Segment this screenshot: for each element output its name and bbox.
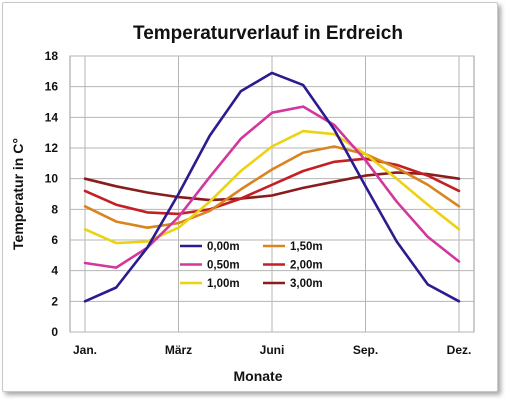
- series-line-1,50m: [83, 145, 461, 229]
- legend-label: 1,00m: [207, 278, 240, 290]
- y-axis-label: Temperatur in C°: [10, 138, 26, 250]
- legend-item: 1,00m: [180, 278, 240, 290]
- y-tick-label: 14: [45, 110, 59, 124]
- series-line-3,00m: [83, 171, 461, 202]
- x-tick-label: Juni: [260, 343, 285, 357]
- y-tick-labels: 0 2 4 6 8 10 12 14 16 18: [45, 49, 59, 339]
- legend-item: 3,00m: [263, 278, 323, 290]
- legend-item: 2,00m: [263, 260, 323, 272]
- x-tick-label: Jan.: [73, 343, 97, 357]
- y-tick-label: 6: [51, 233, 58, 247]
- y-tick-label: 8: [51, 202, 58, 216]
- legend-label: 1,50m: [290, 241, 323, 253]
- y-tick-label: 16: [45, 80, 59, 94]
- legend-label: 2,00m: [290, 260, 323, 272]
- y-tick-label: 2: [51, 294, 58, 308]
- x-tick-label: Dez.: [447, 343, 472, 357]
- y-tick-label: 10: [45, 172, 59, 186]
- legend-label: 0,50m: [207, 260, 240, 272]
- legend-item: 0,00m: [180, 241, 240, 253]
- x-tick-label: Sep.: [353, 343, 378, 357]
- y-tick-label: 18: [45, 49, 59, 63]
- x-tick-labels: Jan. März Juni Sep. Dez.: [73, 343, 471, 357]
- y-tick-label: 12: [45, 141, 59, 155]
- chart-title: Temperaturverlauf in Erdreich: [133, 23, 403, 44]
- grid: [69, 55, 475, 333]
- y-tick-label: 4: [51, 264, 58, 278]
- x-tick-label: März: [165, 343, 192, 357]
- series-line-1,00m: [83, 129, 461, 245]
- x-axis-label: Monate: [234, 368, 283, 384]
- legend-label: 0,00m: [207, 241, 240, 253]
- legend-item: 0,50m: [180, 260, 240, 272]
- series-line-2,00m: [83, 157, 461, 216]
- y-tick-label: 0: [51, 325, 58, 339]
- legend-item: 1,50m: [263, 241, 323, 253]
- series-line-0,00m: [83, 71, 461, 303]
- legend-label: 3,00m: [290, 278, 323, 290]
- legend: 0,00m 0,50m 1,00m 1,50m 2,00m 3,00m: [180, 241, 323, 290]
- series-lines: [83, 71, 461, 303]
